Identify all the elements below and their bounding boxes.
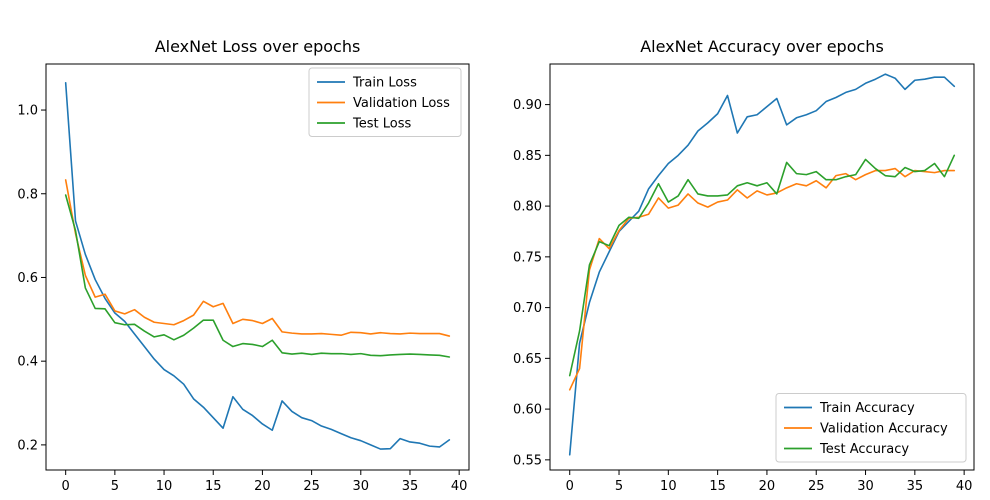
accuracy-x-tick-label: 35 [907, 479, 924, 494]
accuracy-x-tick-label: 25 [808, 479, 825, 494]
loss-plot: AlexNet Loss over epochs 0 5 10 15 20 25 30 35 40… [17, 37, 470, 494]
accuracy-y-tick-label: 0.65 [513, 352, 542, 367]
accuracy-x-tick-label: 15 [709, 479, 726, 494]
accuracy-legend-label-test-accuracy: Test Accuracy [819, 442, 909, 457]
loss-x-tick-label: 0 [62, 479, 70, 494]
accuracy-x-tick-label: 40 [956, 479, 973, 494]
accuracy-series-validation-accuracy [568, 167, 956, 391]
accuracy-legend: Train Accuracy Validation Accuracy Test Ac… [775, 393, 967, 463]
loss-legend-label-train-loss: Train Loss [352, 76, 417, 91]
loss-series-train-loss [64, 82, 451, 450]
accuracy-legend-box [775, 393, 967, 463]
accuracy-x-tick-label: 5 [615, 479, 623, 494]
accuracy-x-tick-label: 10 [660, 479, 677, 494]
loss-y-tick-label: 0.8 [17, 187, 38, 202]
accuracy-chart-title: AlexNet Accuracy over epochs [640, 37, 884, 56]
loss-legend: Train Loss Validation Loss Test Loss [308, 67, 462, 137]
loss-series-test-loss [64, 194, 451, 358]
accuracy-axes-frame [549, 63, 975, 471]
loss-legend-label-test-loss: Test Loss [352, 117, 411, 132]
accuracy-legend-label-validation-accuracy: Validation Accuracy [820, 422, 948, 437]
accuracy-x-tick-label: 30 [857, 479, 874, 494]
loss-axes-frame [45, 63, 470, 471]
accuracy-series-train-accuracy [568, 73, 956, 456]
loss-legend-box [308, 67, 462, 137]
accuracy-y-tick-label: 0.80 [513, 200, 542, 215]
loss-chart-title: AlexNet Loss over epochs [155, 37, 361, 56]
accuracy-x-tick-label: 20 [759, 479, 776, 494]
loss-y-tick-label: 0.4 [17, 355, 38, 370]
accuracy-y-tick-label: 0.70 [513, 301, 542, 316]
loss-x-tick-label: 25 [303, 479, 320, 494]
loss-x-tick-label: 35 [402, 479, 419, 494]
accuracy-plot: AlexNet Accuracy over epochs 0 5 10 15 20 25 30… [513, 37, 975, 494]
loss-x-tick-label: 15 [205, 479, 222, 494]
accuracy-y-tick-label: 0.55 [513, 453, 542, 468]
loss-legend-label-validation-loss: Validation Loss [353, 96, 450, 111]
loss-y-tick-label: 0.2 [17, 438, 38, 453]
loss-y-tick-label: 1.0 [17, 104, 38, 119]
loss-x-tick-label: 5 [111, 479, 119, 494]
loss-x-tick-label: 10 [156, 479, 173, 494]
loss-x-tick-label: 30 [353, 479, 370, 494]
accuracy-series-test-accuracy [568, 154, 956, 377]
accuracy-y-tick-label: 0.90 [513, 98, 542, 113]
accuracy-y-tick-label: 0.75 [513, 250, 542, 265]
loss-series-validation-loss [64, 179, 451, 337]
accuracy-y-tick-label: 0.60 [513, 403, 542, 418]
accuracy-legend-label-train-accuracy: Train Accuracy [819, 401, 915, 416]
accuracy-x-tick-label: 0 [566, 479, 574, 494]
accuracy-y-tick-label: 0.85 [513, 149, 542, 164]
loss-y-tick-label: 0.6 [17, 271, 38, 286]
loss-x-tick-label: 40 [451, 479, 468, 494]
loss-x-tick-label: 20 [254, 479, 271, 494]
